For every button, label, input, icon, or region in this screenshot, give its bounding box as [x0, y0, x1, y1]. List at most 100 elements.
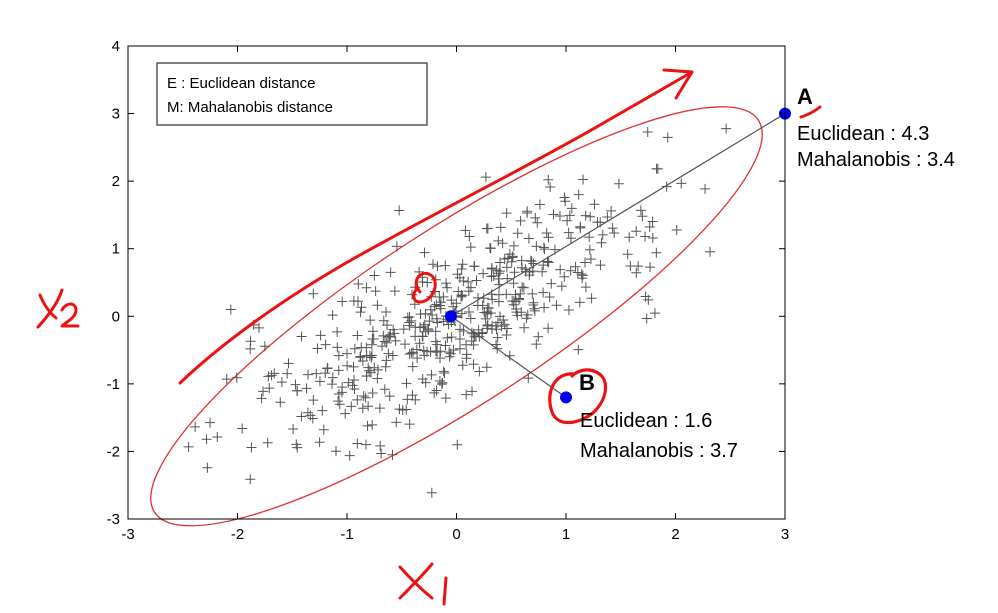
origin-circle-mark — [412, 271, 437, 304]
scatter-point — [381, 306, 392, 317]
scatter-point — [586, 293, 597, 304]
distance-arrow-a — [451, 113, 786, 317]
scatter-point — [602, 211, 613, 222]
scatter-point — [502, 323, 513, 334]
scatter-point — [432, 261, 443, 272]
scatter-point — [575, 221, 586, 232]
scatter-point — [519, 322, 530, 333]
scatter-point — [407, 289, 418, 300]
principal-direction-arrow-mark — [178, 68, 694, 385]
x-tick-label: 3 — [781, 526, 789, 543]
scatter-point — [245, 474, 256, 485]
legend-entry-euclidean: E : Euclidean distance — [167, 75, 315, 92]
scatter-point — [456, 263, 467, 274]
scatter-point — [543, 174, 554, 185]
handwritten-annotations — [36, 68, 694, 606]
scatter-point — [577, 273, 588, 284]
scatter-point — [315, 330, 326, 341]
scatter-point — [454, 334, 465, 345]
scatter-point — [348, 375, 359, 386]
scatter-point — [429, 301, 440, 312]
scatter-point — [237, 423, 248, 434]
scatter-point — [498, 314, 509, 325]
scatter-point — [437, 377, 448, 388]
scatter-point — [424, 316, 435, 327]
scatter-point — [705, 246, 716, 257]
scatter-point — [644, 222, 655, 233]
scatter-point — [465, 313, 476, 324]
scatter-point — [410, 331, 421, 342]
scatter-point — [353, 279, 364, 290]
scatter-point — [366, 352, 377, 363]
scatter-point — [573, 189, 584, 200]
scatter-point — [523, 233, 534, 244]
y-tick-label: -3 — [107, 511, 120, 528]
scatter-point — [362, 420, 373, 431]
scatter-point — [406, 348, 417, 359]
scatter-point — [543, 232, 554, 243]
scatter-point — [360, 439, 371, 450]
scatter-point — [407, 390, 418, 401]
scatter-point — [417, 277, 428, 287]
scatter-point — [440, 393, 451, 404]
scatter-point — [523, 373, 534, 384]
point-b-euclidean: Euclidean : 1.6 — [580, 410, 712, 432]
scatter-point — [559, 192, 570, 203]
scatter-point — [314, 376, 325, 387]
scatter-point — [389, 286, 400, 297]
scatter-point — [404, 317, 415, 328]
scatter-point — [406, 315, 417, 326]
scatter-point — [432, 347, 443, 358]
scatter-point — [376, 448, 387, 459]
scatter-point — [432, 317, 443, 328]
scatter-point — [361, 282, 372, 293]
scatter-point — [355, 307, 366, 318]
scatter-point — [492, 332, 503, 343]
scatter-point — [528, 297, 539, 308]
scatter-point — [501, 329, 512, 340]
scatter-point — [647, 216, 658, 227]
scatter-point — [529, 305, 540, 316]
scatter-point — [491, 265, 502, 276]
scatter-point — [517, 282, 528, 293]
scatter-point — [520, 266, 531, 277]
scatter-point — [565, 233, 576, 244]
point-a-label: A — [797, 84, 813, 109]
scatter-point — [563, 305, 574, 316]
axis-ticks: -3 -2 -1 0 1 2 3 -3 -2 -1 0 1 2 3 4 — [107, 38, 790, 543]
scatter-point — [292, 385, 303, 396]
scatter-point — [326, 379, 337, 390]
scatter-point — [596, 237, 607, 248]
scatter-point — [635, 205, 646, 216]
scatter-point — [527, 288, 538, 299]
scatter-point — [419, 247, 430, 258]
scatter-point — [649, 308, 660, 319]
point-b-label: B — [579, 370, 595, 395]
scatter-point — [417, 374, 428, 385]
scatter-point — [510, 296, 521, 307]
scatter-point — [384, 391, 395, 402]
scatter-point — [543, 257, 554, 268]
scatter-point — [368, 334, 379, 345]
scatter-point — [555, 264, 566, 275]
scatter-point — [565, 265, 576, 276]
scatter-point — [381, 337, 392, 348]
scatter-point — [327, 310, 338, 321]
scatter-point — [258, 386, 269, 397]
y-tick-label: 0 — [112, 308, 120, 325]
scatter-point — [367, 419, 378, 430]
scatter-point — [554, 211, 565, 222]
scatter-point — [493, 273, 504, 284]
scatter-point — [661, 181, 672, 192]
scatter-point — [476, 328, 487, 339]
scatter-point — [533, 331, 544, 342]
scatter-point — [534, 199, 545, 210]
scatter-point — [501, 289, 512, 300]
scatter-point — [381, 355, 392, 366]
scatter-point — [458, 326, 469, 337]
point-a-mahalanobis: Mahalanobis : 3.4 — [797, 149, 955, 171]
scatter-point — [640, 291, 651, 302]
scatter-point — [333, 396, 344, 407]
scatter-point — [539, 302, 550, 313]
scatter-point — [434, 375, 445, 386]
